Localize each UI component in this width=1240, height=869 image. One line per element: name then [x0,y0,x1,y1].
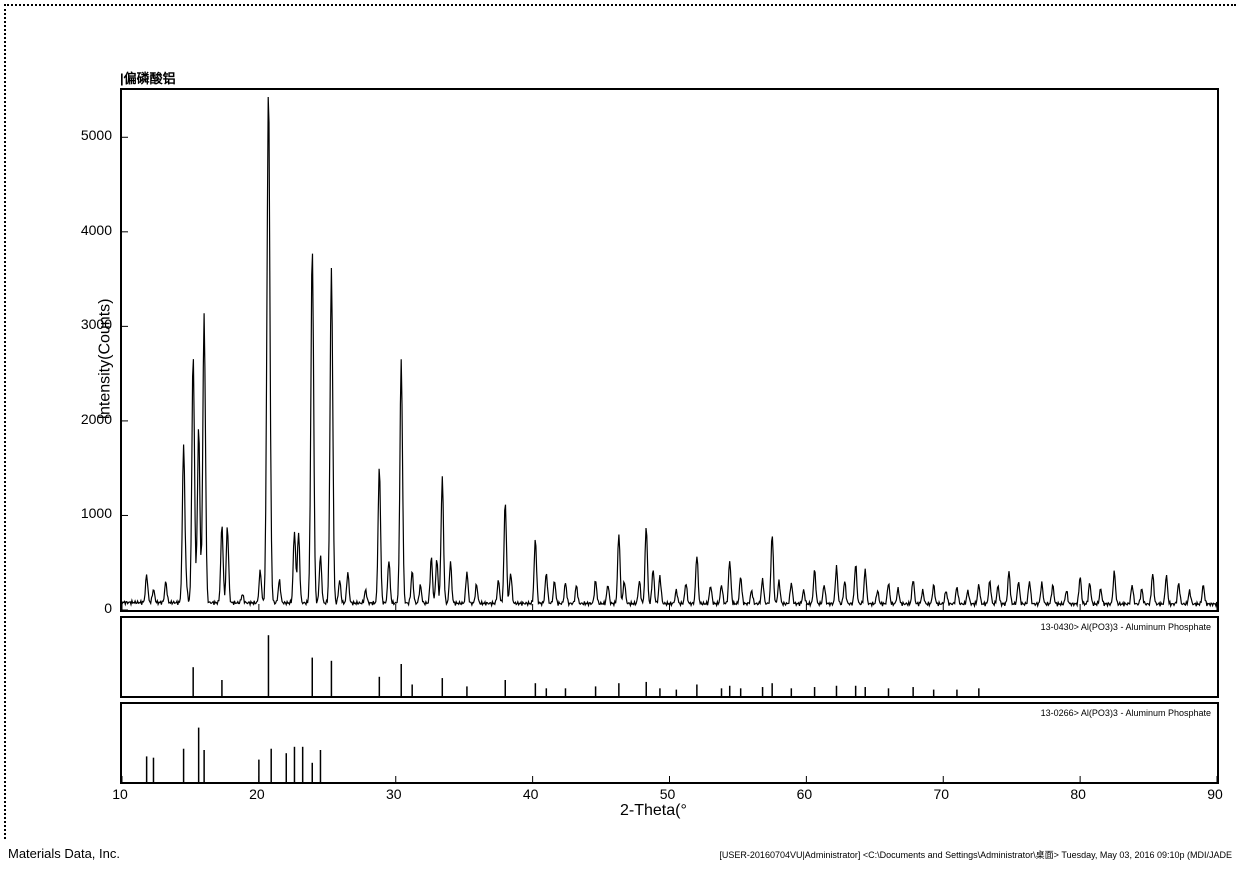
y-tick-label: 3000 [62,316,112,332]
x-tick-label: 10 [112,786,128,802]
ref1-svg [122,618,1217,696]
y-tick-label: 2000 [62,411,112,427]
x-tick-label: 20 [249,786,265,802]
page: |偏磷酸铝 Intensity(Counts) 2-Theta(° 010002… [0,0,1240,869]
reference-pattern-2: 13-0266> Al(PO3)3 - Aluminum Phosphate [120,702,1219,784]
plot-title: |偏磷酸铝 [120,68,176,87]
x-tick-label: 60 [797,786,813,802]
x-tick-label: 50 [660,786,676,802]
x-axis-label: 2-Theta(° [620,802,687,820]
main-svg [122,90,1217,610]
y-tick-label: 4000 [62,222,112,238]
footer-right: [USER-20160704VU|Administrator] <C:\Docu… [719,848,1232,861]
x-tick-label: 90 [1207,786,1223,802]
main-xrd-plot [120,88,1219,612]
reference-pattern-1: 13-0430> Al(PO3)3 - Aluminum Phosphate [120,616,1219,698]
footer-left: Materials Data, Inc. [8,846,120,861]
x-tick-label: 70 [933,786,949,802]
x-tick-label: 40 [523,786,539,802]
dotted-border-top [4,4,1236,7]
x-tick-label: 80 [1070,786,1086,802]
y-tick-label: 5000 [62,127,112,143]
x-tick-label: 30 [386,786,402,802]
ref2-svg [122,704,1217,782]
y-tick-label: 0 [62,600,112,616]
y-tick-label: 1000 [62,505,112,521]
dotted-border-left [4,4,7,839]
